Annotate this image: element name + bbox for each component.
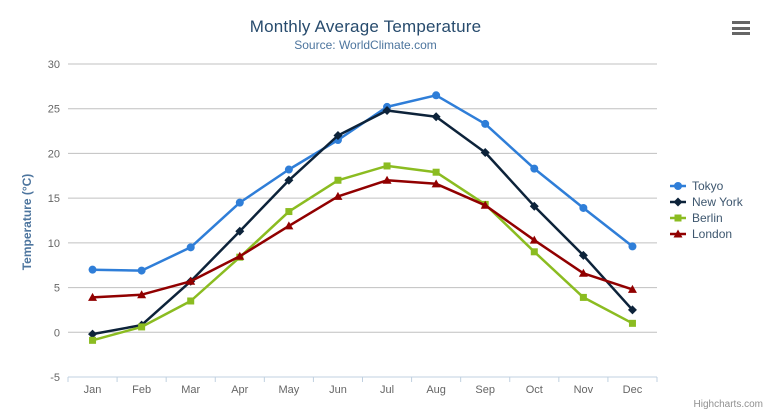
- series-tokyo-marker[interactable]: [481, 119, 490, 128]
- x-axis-label: Dec: [623, 384, 643, 396]
- series-new-york-marker[interactable]: [333, 131, 343, 141]
- series-tokyo-marker[interactable]: [186, 243, 195, 252]
- x-axis-label: Mar: [181, 384, 200, 396]
- series-london-marker[interactable]: [235, 251, 245, 260]
- x-axis-label: Feb: [132, 384, 151, 396]
- series-new-york-marker[interactable]: [431, 112, 441, 122]
- series-new-york-marker[interactable]: [578, 250, 588, 260]
- series-new-york-marker[interactable]: [235, 226, 245, 236]
- series-new-york-marker[interactable]: [88, 329, 98, 339]
- series-berlin-marker[interactable]: [187, 297, 195, 305]
- series-new-york-marker[interactable]: [529, 201, 539, 211]
- legend-label: Berlin: [692, 211, 723, 225]
- chart-title: Monthly Average Temperature: [249, 17, 482, 36]
- series-new-york-marker[interactable]: [627, 305, 637, 315]
- series-berlin-marker[interactable]: [579, 293, 587, 301]
- credits-link[interactable]: Highcharts.com: [693, 399, 763, 410]
- series-tokyo-marker[interactable]: [628, 242, 637, 251]
- series-london-marker[interactable]: [186, 276, 196, 285]
- legend: Tokyo New York Berlin London: [670, 178, 743, 242]
- x-axis-label: Aug: [426, 384, 446, 396]
- x-axis-label: Apr: [231, 384, 248, 396]
- y-axis-label: 30: [48, 59, 60, 71]
- y-axis-label: 20: [48, 148, 60, 160]
- x-axis-label: Jul: [380, 384, 394, 396]
- series-berlin-marker[interactable]: [89, 336, 97, 344]
- y-axis-label: 10: [48, 238, 60, 250]
- series-new-york-marker[interactable]: [284, 175, 294, 185]
- x-axis-label: May: [278, 384, 299, 396]
- x-axis-label: Sep: [475, 384, 495, 396]
- series-berlin-line[interactable]: [91, 164, 634, 342]
- series-berlin-marker[interactable]: [334, 176, 342, 184]
- series-tokyo-marker[interactable]: [530, 164, 539, 173]
- legend-item-london[interactable]: London: [670, 226, 743, 242]
- series-london-marker[interactable]: [382, 175, 392, 184]
- y-axis-label: 15: [48, 193, 60, 205]
- x-axis-label: Nov: [574, 384, 594, 396]
- series-berlin-marker[interactable]: [138, 323, 146, 331]
- series-berlin-marker[interactable]: [530, 248, 538, 256]
- series-london-marker[interactable]: [578, 268, 588, 277]
- series-london-marker[interactable]: [529, 235, 539, 244]
- hamburger-bar: [732, 21, 750, 24]
- hamburger-bar: [732, 32, 750, 35]
- series-tokyo-marker[interactable]: [284, 165, 293, 174]
- series-new-york-marker[interactable]: [382, 106, 392, 116]
- series-london-line[interactable]: [91, 179, 634, 299]
- series-london-marker[interactable]: [627, 284, 637, 293]
- legend-label: London: [692, 227, 733, 241]
- series-tokyo-marker[interactable]: [579, 203, 588, 212]
- series-new-york-marker[interactable]: [480, 148, 490, 158]
- triangle-legend-icon: [670, 229, 686, 238]
- series-tokyo-marker[interactable]: [137, 266, 146, 275]
- series-london-marker[interactable]: [333, 191, 343, 200]
- series-london-marker[interactable]: [480, 200, 490, 209]
- y-axis-label: 25: [48, 104, 60, 116]
- series-berlin-marker[interactable]: [628, 319, 636, 327]
- series-london-marker[interactable]: [137, 290, 147, 299]
- series-berlin-marker[interactable]: [383, 162, 391, 170]
- legend-item-tokyo[interactable]: Tokyo: [670, 178, 743, 194]
- hamburger-icon[interactable]: [732, 21, 750, 35]
- y-axis-label: 0: [54, 327, 60, 339]
- legend-item-new-york[interactable]: New York: [670, 194, 743, 210]
- series-tokyo-line[interactable]: [91, 94, 634, 272]
- circle-legend-icon: [670, 182, 686, 190]
- series-london-marker[interactable]: [431, 179, 441, 188]
- diamond-legend-icon: [670, 197, 686, 207]
- y-axis-label: 5: [54, 283, 60, 295]
- x-axis-label: Jan: [84, 384, 102, 396]
- y-axis-title: Temperature (°C): [20, 173, 34, 271]
- y-axis-label: -5: [50, 372, 60, 384]
- series-london-marker[interactable]: [284, 221, 294, 230]
- series-tokyo-marker[interactable]: [432, 91, 441, 100]
- series-tokyo-marker[interactable]: [235, 198, 244, 207]
- legend-label: New York: [692, 195, 743, 209]
- series-london-marker[interactable]: [88, 292, 98, 301]
- x-axis-label: Jun: [329, 384, 347, 396]
- series-berlin-marker[interactable]: [432, 168, 440, 176]
- legend-item-berlin[interactable]: Berlin: [670, 210, 743, 226]
- hamburger-bar: [732, 26, 750, 30]
- square-legend-icon: [670, 214, 686, 222]
- x-axis-label: Oct: [526, 384, 543, 396]
- chart-subtitle: Source: WorldClimate.com: [294, 38, 437, 52]
- legend-label: Tokyo: [692, 179, 724, 193]
- series-tokyo-marker[interactable]: [88, 265, 97, 274]
- series-new-york-line[interactable]: [91, 109, 634, 336]
- series-berlin-marker[interactable]: [285, 208, 293, 216]
